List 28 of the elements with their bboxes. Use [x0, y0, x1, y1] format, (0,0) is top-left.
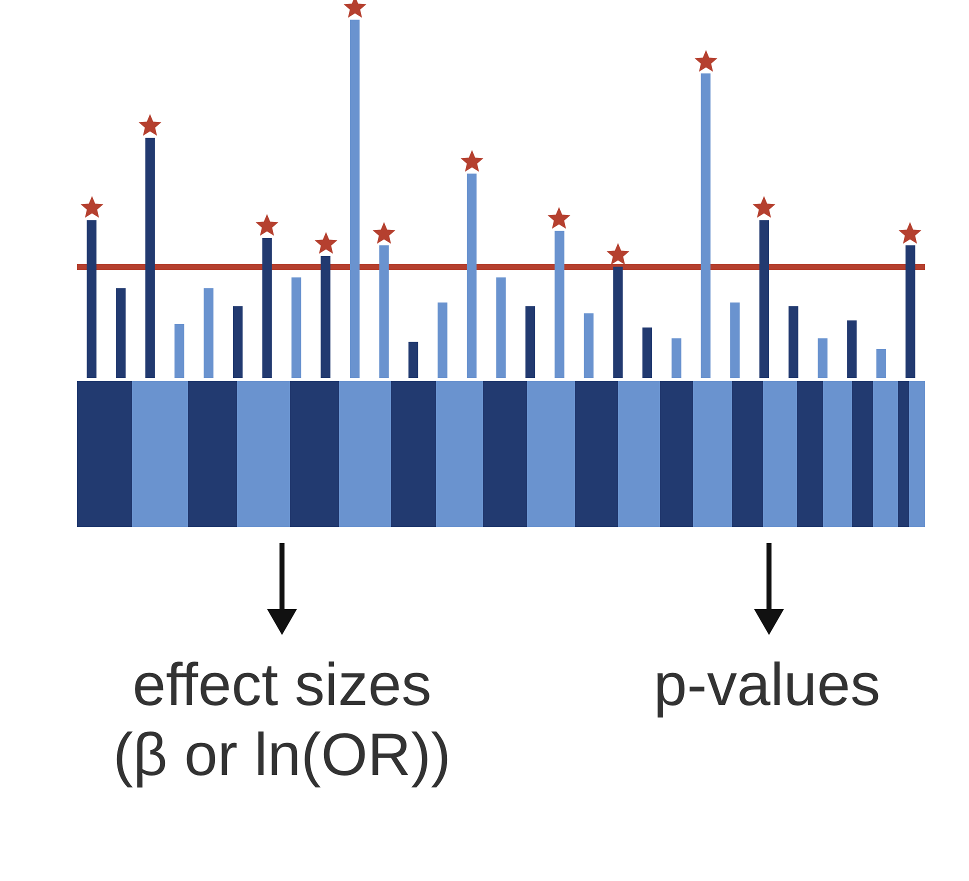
bar — [672, 338, 682, 378]
bar — [233, 306, 243, 378]
bar — [525, 306, 536, 378]
bar — [847, 320, 857, 378]
bar — [876, 349, 886, 378]
bar — [204, 288, 214, 378]
bar — [438, 302, 448, 378]
bar — [116, 288, 126, 378]
bar — [145, 138, 155, 378]
bar — [788, 306, 798, 378]
bar — [262, 238, 272, 378]
bar — [408, 342, 418, 378]
bar — [291, 277, 302, 378]
bar — [759, 220, 770, 378]
bar — [350, 20, 360, 378]
bar — [818, 338, 828, 378]
text: p-values — [652, 650, 882, 720]
bar — [496, 277, 506, 378]
bar — [613, 266, 623, 378]
bar — [730, 302, 740, 378]
bar — [320, 256, 330, 378]
bar — [554, 230, 564, 378]
bar — [584, 313, 594, 378]
bar — [466, 174, 477, 378]
bar — [642, 328, 652, 378]
text: effect sizes (β or ln(OR)) — [112, 650, 452, 790]
bar — [174, 324, 184, 378]
bar — [86, 220, 96, 378]
